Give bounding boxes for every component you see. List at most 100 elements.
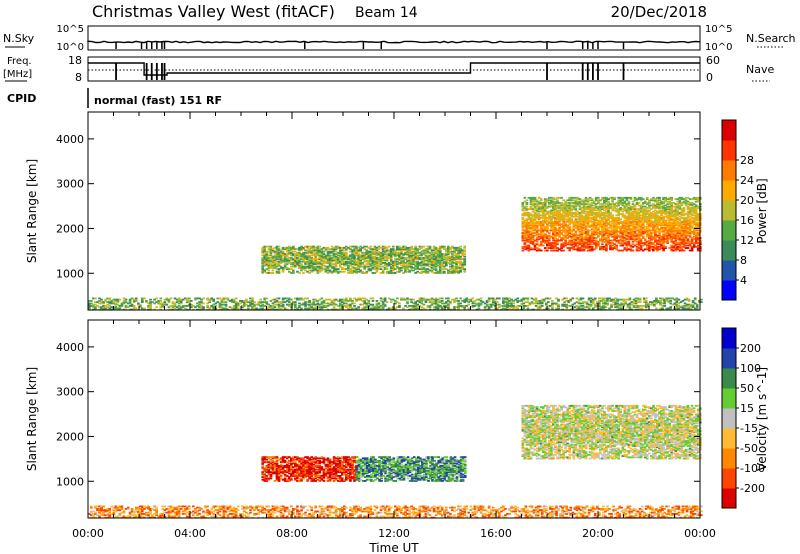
cell-p1-r0 [279, 254, 283, 257]
cell-p1-r1 [586, 203, 590, 206]
cell-p1-r0 [408, 246, 411, 249]
cell-p1-r0 [438, 269, 442, 272]
cell-p1-r1 [633, 227, 637, 229]
cell-p1-r2 [416, 307, 420, 310]
cell-p1-r0 [453, 258, 456, 261]
cell-p1-r0 [334, 270, 338, 273]
cell-p1-r0 [447, 255, 450, 258]
cell-p1-r1 [680, 196, 684, 199]
cell-p1-r1 [548, 222, 551, 224]
cell-p1-r2 [118, 306, 122, 309]
cell-p1-r1 [564, 230, 567, 233]
cell-p1-r2 [128, 302, 132, 305]
cell-p1-r1 [576, 225, 580, 228]
cell-p1-r0 [347, 268, 350, 271]
cell-p1-r1 [648, 200, 651, 203]
cell-p1-r1 [590, 248, 594, 251]
cell-p1-r0 [402, 263, 405, 266]
cell-p1-r1 [684, 199, 688, 202]
cell-p1-r2 [353, 297, 356, 300]
cell-p1-r0 [389, 255, 393, 258]
cell-p1-r1 [611, 208, 614, 211]
cell-p1-r2 [102, 302, 105, 305]
cell-p1-r1 [694, 233, 698, 236]
cell-p1-r2 [408, 305, 411, 307]
cell-p1-r2 [263, 301, 267, 304]
cell-p1-r1 [633, 220, 637, 223]
cell-p1-r1 [623, 227, 627, 229]
cell-p1-r1 [694, 213, 698, 216]
cell-p1-r1 [617, 202, 621, 204]
cell-p1-r1 [537, 223, 541, 226]
cell-p1-r0 [275, 248, 279, 251]
cell-p1-r0 [308, 258, 311, 261]
cell-p1-r1 [670, 210, 674, 213]
cell-p1-r1 [572, 223, 576, 226]
cell-p1-r1 [615, 225, 618, 228]
cell-p1-r1 [537, 249, 541, 252]
cell-p1-r2 [179, 298, 183, 301]
cell-p1-r1 [523, 219, 527, 222]
cell-p1-r1 [586, 229, 590, 232]
cell-p1-r1 [554, 242, 557, 244]
cell-p1-r1 [613, 196, 616, 199]
cell-p1-r0 [404, 253, 407, 256]
cell-p1-r1 [554, 200, 557, 203]
cell-p1-r1 [550, 245, 553, 248]
cell-p1-r2 [92, 306, 95, 309]
cell-p1-r0 [438, 254, 442, 257]
cell-p1-r1 [650, 234, 653, 237]
cell-p1-r1 [656, 249, 659, 252]
cell-p1-r0 [267, 259, 271, 262]
cell-p1-r2 [90, 300, 93, 302]
cell-p1-r0 [404, 258, 407, 261]
cell-p1-r0 [357, 258, 360, 261]
cell-p1-r1 [615, 217, 618, 219]
cell-p1-r1 [566, 243, 570, 246]
cell-p1-r0 [369, 251, 373, 254]
cell-p1-r1 [531, 210, 535, 213]
cell-p1-r0 [353, 245, 356, 248]
cell-p1-r0 [392, 267, 395, 269]
cell-p1-r1 [692, 235, 696, 238]
cell-p1-r2 [381, 307, 385, 310]
cell-p1-r0 [310, 264, 314, 267]
cell-p1-r1 [605, 220, 608, 223]
cell-p1-r1 [607, 238, 610, 241]
cell-p1-r2 [173, 305, 177, 307]
cell-p1-r1 [603, 229, 606, 232]
cell-p1-r1 [654, 247, 657, 249]
cell-p1-r0 [424, 264, 428, 267]
cell-p1-r2 [183, 305, 187, 307]
cell-p1-r1 [535, 238, 539, 241]
cell-p1-r1 [623, 204, 627, 207]
cell-p1-r2 [194, 297, 197, 300]
cell-p1-r1 [564, 225, 567, 228]
cell-p1-r1 [597, 243, 600, 246]
cell-p1-r0 [453, 270, 456, 273]
cell-p1-r0 [302, 258, 305, 261]
cell-p1-r1 [662, 235, 665, 238]
cell-p1-r1 [550, 224, 553, 227]
cell-p1-r2 [269, 307, 273, 310]
cell-p1-r1 [548, 238, 551, 241]
cell-p1-r1 [541, 213, 545, 216]
cell-p1-r2 [398, 306, 401, 309]
cell-p1-r2 [418, 305, 422, 307]
cell-p1-r1 [552, 202, 555, 204]
cell-p1-r0 [316, 253, 320, 256]
cell-p1-r1 [607, 207, 610, 209]
cell-p1-r0 [389, 254, 393, 257]
cell-p1-r2 [155, 301, 158, 304]
cell-p1-r2 [392, 306, 395, 309]
cell-p1-r0 [343, 251, 346, 254]
cell-p1-r0 [332, 267, 336, 269]
cell-p1-r0 [349, 248, 352, 251]
cell-p1-r0 [443, 253, 446, 256]
cell-p1-r1 [690, 220, 694, 223]
cell-p1-r1 [570, 229, 574, 232]
cell-p1-r1 [625, 232, 629, 234]
cell-p1-r0 [400, 253, 403, 256]
freq-trace [88, 62, 700, 76]
cell-p1-r0 [296, 262, 299, 264]
